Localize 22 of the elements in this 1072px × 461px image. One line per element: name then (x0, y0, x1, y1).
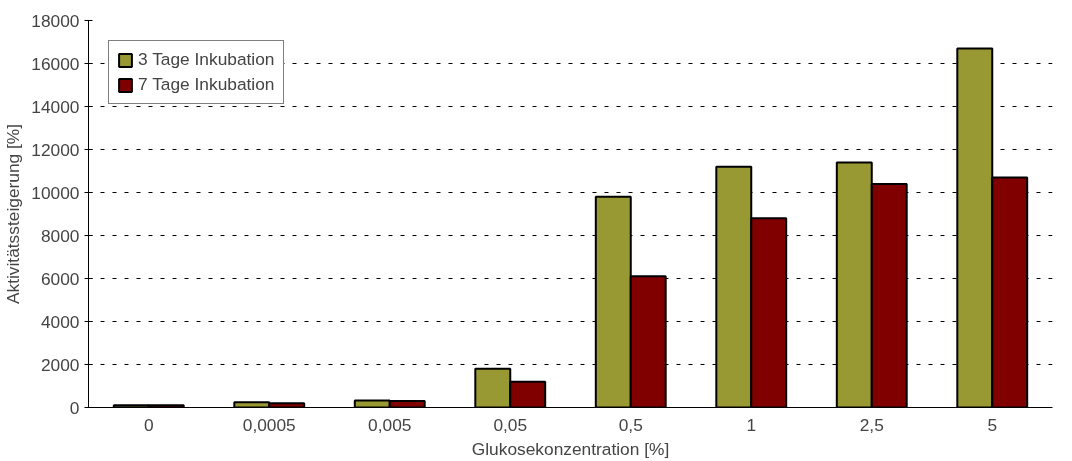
y-tick-label: 8000 (40, 225, 80, 246)
x-tick-label: 0,0005 (242, 414, 296, 435)
y-tick-label: 0 (69, 397, 80, 418)
x-axis-title: Glukosekonzentration [%] (471, 438, 670, 459)
y-axis-title: Aktivitätssteigerung [%] (3, 123, 24, 305)
x-tick-label: 0,005 (368, 414, 412, 435)
x-tick-label: 0,05 (493, 414, 528, 435)
y-tick-label: 2000 (40, 354, 80, 375)
y-tick-label: 4000 (40, 311, 80, 332)
y-tick-label: 6000 (40, 268, 80, 289)
y-tick-label: 18000 (31, 10, 80, 31)
x-tick-label: 1 (746, 414, 757, 435)
x-tick-label: 0 (143, 414, 154, 435)
x-tick-label: 5 (987, 414, 998, 435)
y-tick-label: 12000 (31, 139, 80, 160)
y-tick-label: 14000 (31, 96, 80, 117)
legend-label: 7 Tage Inkubation (138, 74, 275, 95)
y-tick-label: 10000 (31, 182, 80, 203)
x-tick-label: 2,5 (859, 414, 884, 435)
legend-label: 3 Tage Inkubation (138, 49, 275, 70)
x-tick-label: 0,5 (618, 414, 643, 435)
y-tick-label: 16000 (31, 53, 80, 74)
